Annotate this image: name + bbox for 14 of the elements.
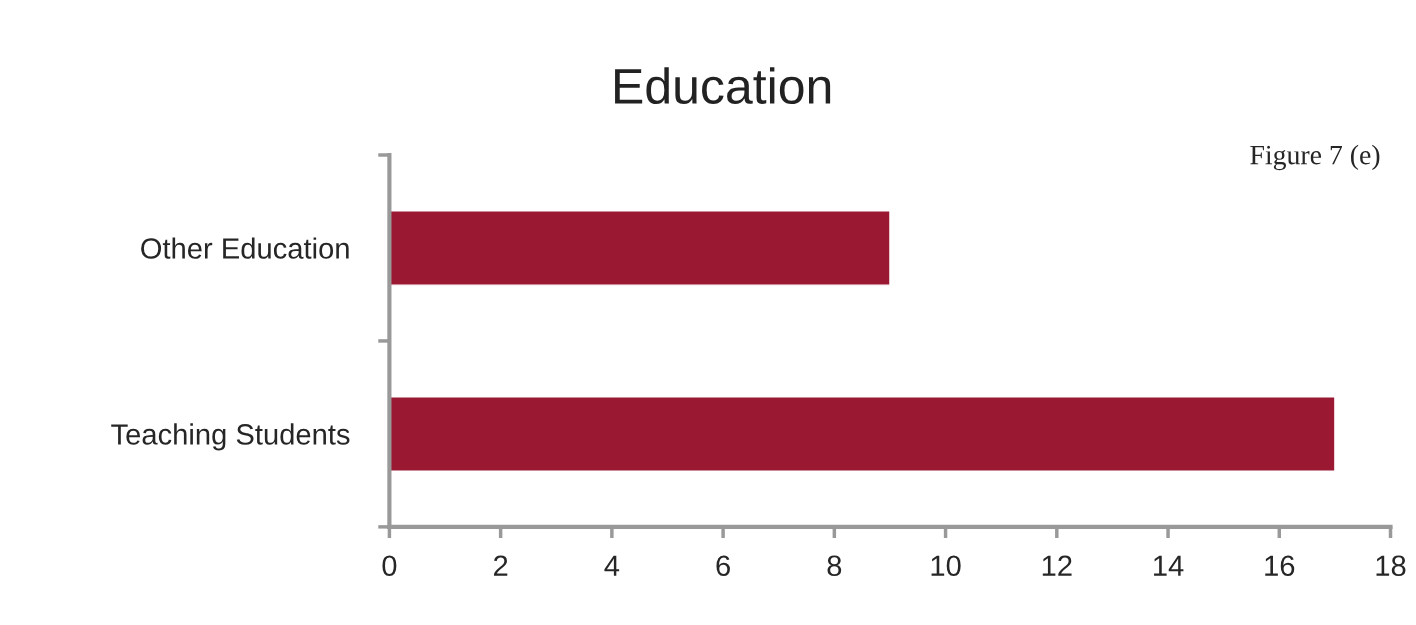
x-tick-label: 4 <box>604 555 620 576</box>
x-tick-label: 14 <box>1154 555 1184 576</box>
y-tick-label: Other Education <box>141 237 349 259</box>
x-tick-label: 16 <box>1265 555 1295 577</box>
x-tick-label: 0 <box>382 555 397 577</box>
annotation: Figure 7 (e) <box>1250 144 1380 171</box>
y-tick-label: Teaching Students <box>111 423 350 451</box>
x-tick-label: 18 <box>1376 555 1406 577</box>
x-tick-label: 10 <box>931 555 961 577</box>
chart-title: Education <box>615 67 831 105</box>
x-tick-label: 6 <box>716 555 730 577</box>
x-tick-label: 2 <box>493 555 508 576</box>
x-tick-label: 8 <box>827 555 842 577</box>
x-tick-label: 12 <box>1042 555 1072 576</box>
